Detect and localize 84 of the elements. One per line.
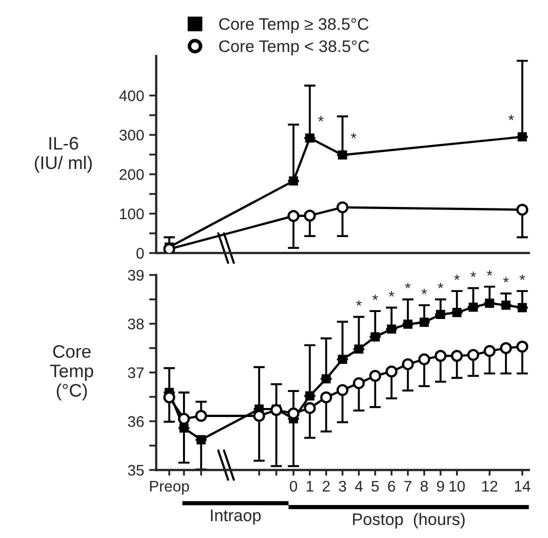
point [518, 303, 527, 312]
y-axis-title: Core Temp (°C) [50, 345, 94, 400]
point [467, 348, 480, 361]
point [338, 354, 348, 364]
y-tick-label: 39 [128, 270, 144, 281]
annotation: * [503, 277, 509, 282]
point [468, 302, 478, 312]
point [420, 318, 429, 327]
point [304, 402, 316, 414]
point [336, 201, 348, 214]
annotation: * [388, 291, 394, 297]
y-tick-label: 300 [119, 130, 144, 141]
point [287, 210, 300, 222]
y-tick-label: 36 [128, 416, 144, 427]
text: Intraop [211, 510, 261, 525]
y-tick-label: 200 [120, 169, 144, 180]
x-tick-label: 3 [338, 480, 346, 492]
point [288, 176, 298, 186]
point [386, 324, 396, 334]
point [305, 391, 314, 400]
x-tick-label: 9 [437, 480, 444, 492]
point [320, 391, 332, 404]
point [386, 366, 398, 378]
point [516, 340, 528, 353]
x-tick-label: 1 [306, 480, 314, 492]
point [484, 345, 496, 358]
y-tick-label: 100 [120, 208, 144, 220]
annotation: * [372, 294, 378, 300]
x-tick-label: 7 [404, 480, 412, 492]
point [418, 353, 430, 366]
x-tick-label: 10 [450, 480, 465, 492]
x-tick-label: 5 [372, 480, 379, 492]
annotation: * [508, 114, 514, 120]
point [352, 377, 365, 390]
legend-label: Core Temp < 38.5°C [219, 40, 370, 56]
annotation: * [356, 300, 362, 306]
point [452, 308, 462, 318]
point [501, 300, 511, 310]
y-axis-title: IL-6 (IU/ ml) [34, 136, 92, 173]
point [338, 150, 348, 160]
x-tick-label: 4 [354, 480, 363, 492]
annotation: * [350, 132, 356, 138]
point [450, 350, 463, 362]
annotation: * [520, 274, 526, 280]
annotation: * [421, 288, 427, 294]
point [178, 412, 190, 425]
y-tick-label: 35 [128, 464, 144, 476]
annotation: * [405, 282, 411, 288]
point [436, 310, 446, 320]
annotation: * [486, 270, 492, 276]
x-tick-label: 12 [482, 480, 498, 492]
point [195, 410, 208, 422]
y-tick-label: 37 [128, 367, 144, 378]
point [336, 384, 348, 396]
y-tick-label: 0 [136, 248, 144, 259]
point [179, 423, 189, 433]
annotation: * [438, 282, 444, 288]
point [485, 298, 494, 308]
point [516, 204, 528, 216]
x-tick-label: 2 [322, 480, 330, 492]
point [518, 132, 527, 142]
point [370, 332, 380, 342]
text: Postop (hours) [353, 512, 465, 528]
x-tick-label: 0 [290, 480, 298, 492]
x-tick-label: 8 [420, 480, 428, 492]
legend-label: Core Temp ≥ 38.5°C [219, 18, 368, 34]
point [403, 320, 412, 329]
x-tick-label: Preop [150, 480, 189, 495]
point [322, 374, 331, 384]
point [402, 358, 414, 370]
x-tick-label: 6 [388, 480, 396, 492]
x-tick-label: 14 [514, 480, 530, 492]
point [354, 344, 364, 354]
annotation: * [470, 272, 476, 278]
point [500, 342, 512, 354]
point [304, 210, 316, 222]
y-tick-label: 38 [128, 318, 144, 330]
annotation: * [454, 274, 460, 280]
point [369, 370, 382, 382]
y-tick-label: 400 [119, 90, 144, 102]
annotation: * [318, 116, 324, 122]
point [434, 350, 447, 362]
point [305, 133, 314, 143]
point [196, 435, 206, 444]
